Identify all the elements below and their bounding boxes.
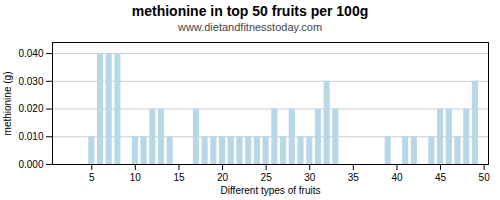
svg-text:0.040: 0.040 (18, 48, 43, 59)
svg-text:35: 35 (348, 172, 360, 183)
svg-text:methionine (g): methionine (g) (2, 72, 13, 136)
html-text:methionine in top 50 fruits pe: methionine in top 50 fruits per 100g (131, 3, 369, 19)
svg-text:5: 5 (89, 172, 95, 183)
svg-text:50: 50 (479, 172, 491, 183)
html-text:www.dietandfitnesstoday.com: www.dietandfitnesstoday.com (178, 21, 322, 33)
svg-text:0.030: 0.030 (18, 76, 43, 87)
svg-text:15: 15 (173, 172, 185, 183)
svg-text:0.000: 0.000 (18, 159, 43, 170)
svg-text:45: 45 (435, 172, 447, 183)
svg-text:40: 40 (391, 172, 403, 183)
svg-text:25: 25 (261, 172, 273, 183)
svg-text:20: 20 (217, 172, 229, 183)
svg-text:30: 30 (304, 172, 316, 183)
svg-text:10: 10 (130, 172, 142, 183)
svg-text:0.020: 0.020 (18, 103, 43, 114)
svg-text:Different types of fruits: Different types of fruits (221, 185, 321, 196)
svg-text:0.010: 0.010 (18, 131, 43, 142)
